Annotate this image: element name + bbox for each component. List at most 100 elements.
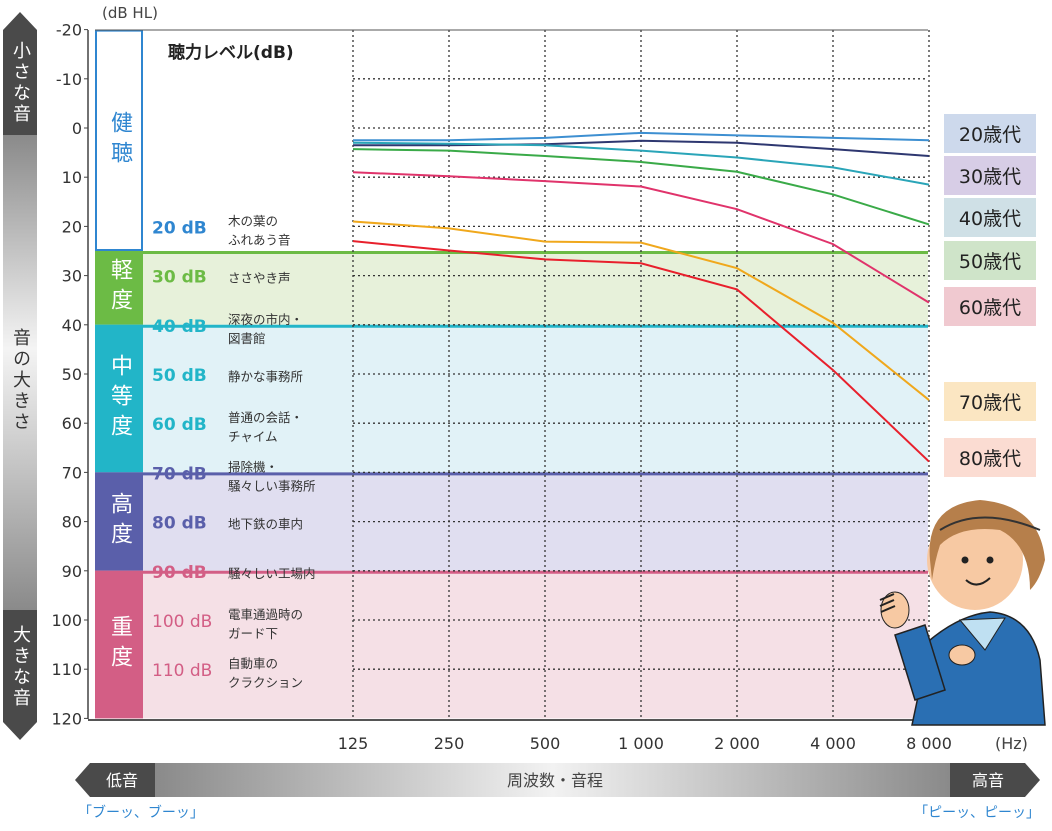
high-pitch-label: 高音 [972,771,1004,790]
y-tick-label: 80 [62,513,82,532]
legend-swatch [944,287,1036,326]
legend-label: 20歳代 [959,124,1021,146]
y-tick-label: 60 [62,414,82,433]
x-tick-label: 250 [434,734,465,753]
y-tick-label: 120 [51,709,82,728]
band-3: 70 dB 掃除機・騒々しい事務所 80 dB 地下鉄の車内 [95,459,928,571]
y-tick-label: 40 [62,316,82,335]
loudness-arrow [3,12,37,740]
legend-swatch [944,438,1036,477]
legend-label: 40歳代 [959,208,1021,230]
legend-item: 50歳代 [944,241,1036,280]
x-tick-label: 1 000 [618,734,664,753]
legend-label: 30歳代 [959,166,1021,188]
band-label-box [95,29,143,251]
band-label-box [95,251,143,325]
band-label-profound: 重度 [107,615,132,675]
series-line-60歳代 [352,171,930,304]
example-description: 騒々しい事務所 [228,478,316,493]
example-level: 30 dB [152,268,207,288]
loudness-top-label: 小さな音 [10,40,31,125]
legend-label: 80歳代 [959,448,1021,470]
example-description: 騒々しい工場内 [228,566,316,581]
loudness-middle-label: 音の大きさ [10,327,31,433]
legend: 20歳代 30歳代 40歳代 50歳代 60歳代 70歳代 80歳代 [944,114,1036,477]
example-level: 40 dB [152,317,207,337]
example-description: ガード下 [228,626,278,641]
y-tick-label: 100 [51,611,82,630]
legend-item: 70歳代 [944,382,1036,421]
example-description: チャイム [228,429,278,444]
series-line-80歳代 [352,240,930,463]
y-tick-label: 10 [62,168,82,187]
band-1: 30 dB ささやき声 [95,251,928,325]
example-description: 深夜の市内・ [228,312,303,327]
band-background [95,324,928,473]
x-tick-label: 125 [338,734,369,753]
x-unit-label: (Hz) [995,734,1028,753]
band-label-normal: 健聴 [107,110,132,171]
example-level: 110 dB [152,661,212,681]
band-label-mild: 軽度 [107,258,132,318]
example-level: 70 dB [152,464,207,484]
band-label-box [95,324,143,473]
legend-label: 70歳代 [959,392,1021,414]
series-line-20歳代 [353,131,930,142]
legend-swatch [944,382,1036,421]
y-tick-label: -10 [56,70,82,89]
y-tick-label: -20 [56,21,82,40]
x-tick-label: 8 000 [906,734,952,753]
example-description: ささやき声 [228,271,291,286]
band-label-moderate: 中等度 [107,353,132,444]
woman-illustration [879,500,1046,726]
band-label-box [95,570,143,719]
legend-swatch [944,198,1036,237]
example-description: ふれあう音 [228,232,291,247]
chart-title: 聴力レベル(dB) [168,42,294,63]
axes: -20 -10 0 10 20 30 40 50 60 70 80 90 100 110 120 125 250… [51,21,951,753]
legend-swatch [944,156,1036,195]
band-2: 40 dB 深夜の市内・図書館 50 dB 静かな事務所 60 dB 普通の会話・チャイム [95,312,928,473]
series-lines [352,131,930,463]
y-tick-label: 30 [62,267,82,286]
x-tick-label: 2 000 [714,734,760,753]
band-background [95,29,928,251]
y-tick-label: 20 [62,217,82,236]
legend-item: 30歳代 [944,156,1036,195]
example-description: 自動車の [228,656,278,671]
y-tick-label: 70 [62,463,82,482]
legend-swatch [944,114,1036,153]
example-description: 電車通過時の [228,607,303,622]
example-description: 普通の会話・ [228,410,303,425]
example-level: 90 dB [152,563,207,583]
series-line-40歳代 [352,141,930,186]
series-line-30歳代 [353,139,930,158]
legend-item: 40歳代 [944,198,1036,237]
example-description: 図書館 [228,331,266,346]
loudness-bottom-label: 大きな音 [10,625,31,709]
frequency-arrow: 低音 周波数・音程 高音 「ブーッ、ブーッ」 「ピーッ、ピーッ」 [75,763,1040,821]
low-pitch-label: 低音 [106,771,138,790]
series-line-50歳代 [352,148,930,226]
frequency-label: 周波数・音程 [507,771,603,790]
legend-swatch [944,241,1036,280]
high-sound-example: 「ピーッ、ピーッ」 [914,805,1040,821]
example-level: 100 dB [152,612,212,632]
example-level: 20 dB [152,218,207,238]
x-tick-label: 500 [530,734,561,753]
example-level: 50 dB [152,366,207,386]
y-tick-label: 50 [62,365,82,384]
band-label-severe: 高度 [107,491,132,552]
x-tick-label: 4 000 [810,734,856,753]
example-description: 木の葉の [228,213,278,228]
legend-item: 60歳代 [944,287,1036,326]
example-description: 掃除機・ [228,459,278,474]
example-description: クラクション [228,675,303,690]
legend-item: 80歳代 [944,438,1036,477]
legend-item: 20歳代 [944,114,1036,153]
y-tick-label: 90 [62,562,82,581]
legend-label: 50歳代 [959,251,1021,273]
